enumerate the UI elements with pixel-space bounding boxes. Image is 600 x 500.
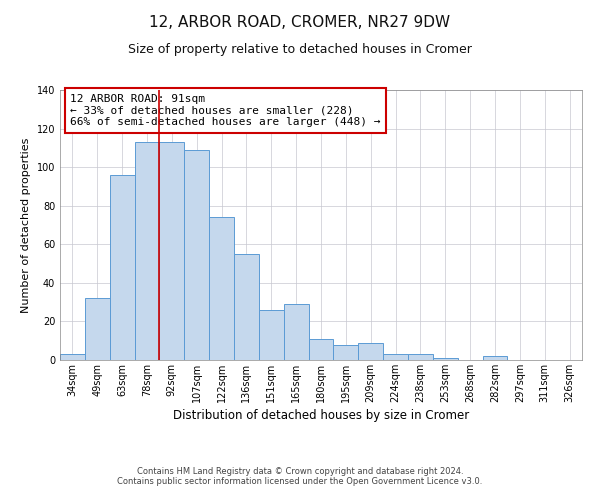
Y-axis label: Number of detached properties: Number of detached properties	[21, 138, 31, 312]
Bar	[284, 304, 308, 360]
Bar	[433, 358, 458, 360]
Text: 12, ARBOR ROAD, CROMER, NR27 9DW: 12, ARBOR ROAD, CROMER, NR27 9DW	[149, 15, 451, 30]
Bar	[259, 310, 284, 360]
Bar	[482, 356, 508, 360]
Bar	[110, 175, 134, 360]
Bar	[134, 142, 160, 360]
Bar	[184, 150, 209, 360]
X-axis label: Distribution of detached houses by size in Cromer: Distribution of detached houses by size …	[173, 409, 469, 422]
Bar	[234, 254, 259, 360]
Text: Contains public sector information licensed under the Open Government Licence v3: Contains public sector information licen…	[118, 477, 482, 486]
Bar	[383, 354, 408, 360]
Bar	[209, 218, 234, 360]
Bar	[308, 339, 334, 360]
Bar	[85, 298, 110, 360]
Bar	[358, 342, 383, 360]
Text: Size of property relative to detached houses in Cromer: Size of property relative to detached ho…	[128, 42, 472, 56]
Bar	[408, 354, 433, 360]
Bar	[334, 344, 358, 360]
Text: 12 ARBOR ROAD: 91sqm
← 33% of detached houses are smaller (228)
66% of semi-deta: 12 ARBOR ROAD: 91sqm ← 33% of detached h…	[70, 94, 381, 127]
Text: Contains HM Land Registry data © Crown copyright and database right 2024.: Contains HM Land Registry data © Crown c…	[137, 467, 463, 476]
Bar	[60, 354, 85, 360]
Bar	[160, 142, 184, 360]
